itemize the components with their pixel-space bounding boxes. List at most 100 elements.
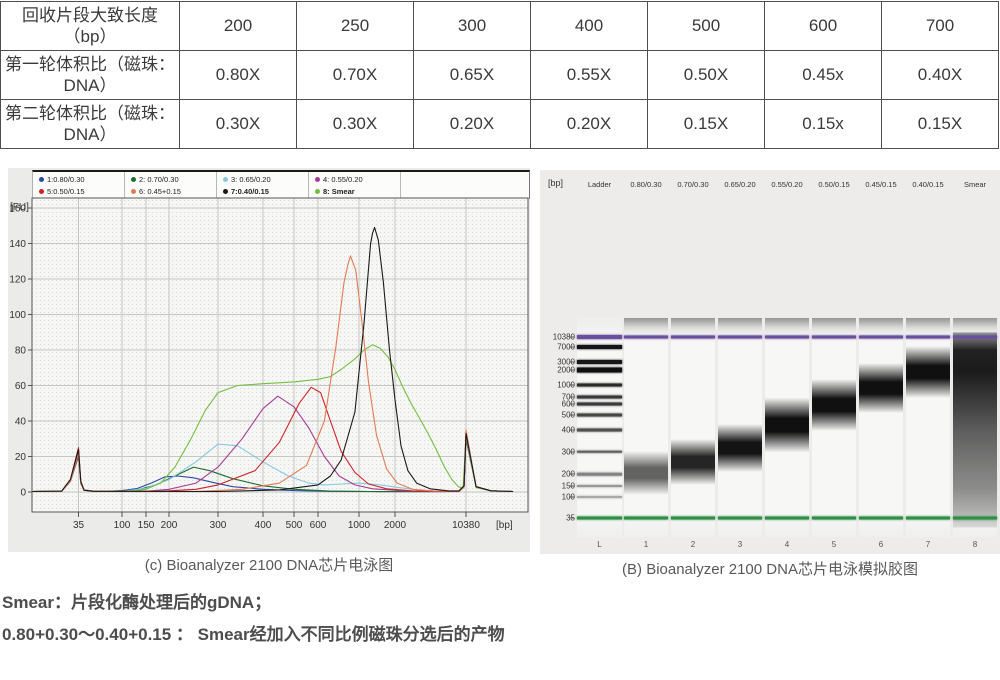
ladder-tick-mark — [569, 451, 574, 453]
lower-marker-band — [953, 516, 997, 520]
upper-marker-band — [953, 335, 997, 339]
ladder-bp-label: 2000 — [557, 365, 575, 375]
lane-well — [953, 318, 997, 334]
legend-series-label: 8: Smear — [323, 186, 355, 196]
table-cell: 0.65X — [413, 50, 531, 100]
ladder-tick-mark — [569, 414, 574, 416]
dna-band — [859, 363, 903, 414]
table-cell: 0.15X — [647, 99, 765, 149]
lane-number: 8 — [972, 540, 978, 549]
y-tick-label: 140 — [9, 239, 26, 250]
table-cell: 0.30X — [296, 99, 414, 149]
y-tick-label: 80 — [15, 346, 27, 357]
ladder-band — [577, 496, 622, 498]
legend-series-dot — [315, 176, 320, 182]
ladder-band — [577, 450, 622, 454]
x-tick-label: 35 — [73, 520, 85, 531]
upper-marker-band — [718, 335, 762, 339]
gel-lane — [671, 318, 715, 537]
x-tick-label: 200 — [161, 520, 178, 531]
ladder-tick-mark — [569, 346, 574, 348]
ladder-band — [577, 344, 622, 349]
ladder-band — [577, 359, 622, 364]
legend-column: 4: 0.55/0.20 8: Smear — [309, 172, 401, 198]
dna-band — [718, 423, 762, 472]
ladder-bp-label: 700 — [562, 392, 575, 401]
upper-marker-band — [765, 335, 809, 339]
recovery-table-body: 回收片段大致长度 （bp） 200 250 300 400 500 600 700 第一轮体积比… — [0, 1, 999, 149]
ladder-bp-label: 100 — [562, 493, 575, 502]
x-tick-label: 2000 — [384, 520, 407, 531]
upper-marker-band — [906, 335, 950, 339]
legend-series-label: 5:0.50/0.15 — [47, 186, 85, 196]
table-cell: 0.45x — [764, 50, 882, 100]
caption-electropherogram: (c) Bioanalyzer 2100 DNA芯片电泳图 — [144, 557, 394, 574]
ladder-tick-mark — [569, 485, 574, 487]
electropherogram-legend: 1:0.80/0.30 5:0.50/0.15 2: 0.70/0.30 6: 0.4… — [32, 170, 530, 199]
lower-marker-band — [906, 516, 950, 520]
x-tick-label: 300 — [210, 520, 227, 531]
dna-band — [671, 438, 715, 485]
ladder-band — [577, 395, 622, 399]
bp-axis-label: [bp] — [496, 520, 513, 531]
y-tick-label: 0 — [20, 488, 26, 499]
gel-lane — [859, 318, 903, 537]
table-cell: 250 — [296, 1, 414, 51]
legend-series-label: 4: 0.55/0.20 — [323, 174, 363, 184]
table-cell: 0.30X — [179, 99, 297, 149]
table-cell: 0.15x — [764, 99, 882, 149]
table-cell: 0.80X — [179, 50, 297, 100]
legend-series-dot — [39, 176, 44, 182]
gel-panel: [bp] 10380700030002000100070060050040030… — [540, 170, 1000, 554]
table-cell: 0.50X — [647, 50, 765, 100]
legend-series-label: 7:0.40/0.15 — [231, 186, 269, 196]
legend-item: 5:0.50/0.15 — [37, 185, 124, 197]
series-path-7 — [31, 226, 514, 493]
legend-series-dot — [223, 176, 228, 182]
table-row-label: 第一轮体积比（磁珠：DNA） — [0, 50, 180, 100]
lane-header-ladder: Ladder — [587, 180, 612, 189]
dna-band — [624, 450, 668, 495]
lane-number: 5 — [831, 540, 837, 549]
upper-marker-band — [624, 335, 668, 339]
plot-area — [32, 198, 528, 512]
lane-well — [859, 318, 903, 334]
lane-number: 3 — [737, 540, 743, 549]
table-row-label: 回收片段大致长度 （bp） — [0, 1, 180, 51]
gel-lane — [812, 318, 856, 537]
y-tick-label: 160 — [9, 204, 26, 215]
table-cell: 200 — [179, 1, 297, 51]
dna-band — [906, 345, 950, 398]
gel-bp-axis-label: [bp] — [548, 178, 564, 188]
lane-well — [812, 318, 856, 334]
ladder-tick-mark — [569, 473, 574, 475]
lower-marker-band — [671, 516, 715, 520]
table-cell: 700 — [881, 1, 999, 51]
legend-item: 4: 0.55/0.20 — [313, 173, 400, 185]
lane-header: 0.40/0.15 — [912, 180, 944, 189]
ladder-lane — [577, 318, 622, 537]
lane-well — [671, 318, 715, 334]
legend-series-dot — [223, 188, 228, 194]
y-tick-label: 60 — [15, 381, 27, 392]
y-tick-label: 100 — [9, 310, 26, 321]
ladder-bp-label: 150 — [562, 481, 575, 490]
lane-well — [718, 318, 762, 334]
gel-lane — [718, 318, 762, 537]
table-cell: 0.70X — [296, 50, 414, 100]
legend-series-dot — [131, 176, 136, 182]
ladder-band — [577, 367, 622, 373]
x-tick-label: 150 — [138, 520, 155, 531]
ladder-tick-mark — [569, 369, 574, 371]
lane-header: 0.55/0.20 — [771, 180, 803, 189]
dna-band — [812, 379, 856, 432]
x-tick-label: 10380 — [452, 520, 480, 531]
lower-marker-band — [859, 516, 903, 520]
lane-number-ladder: L — [597, 540, 602, 549]
table-cell: 400 — [530, 1, 648, 51]
ladder-tick-mark — [569, 496, 574, 498]
lane-header: 0.50/0.15 — [818, 180, 850, 189]
electropherogram-panel: 1:0.80/0.30 5:0.50/0.15 2: 0.70/0.30 6: 0.4… — [8, 168, 530, 552]
